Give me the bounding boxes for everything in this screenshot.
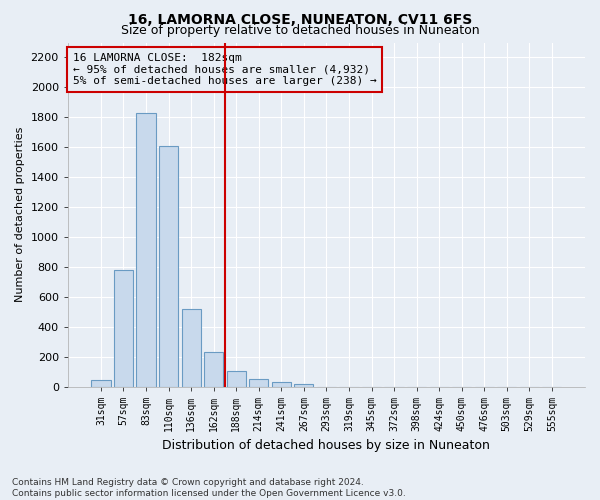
Bar xyxy=(249,380,268,387)
Text: Contains HM Land Registry data © Crown copyright and database right 2024.
Contai: Contains HM Land Registry data © Crown c… xyxy=(12,478,406,498)
Bar xyxy=(272,382,291,387)
Bar xyxy=(114,270,133,387)
Bar xyxy=(91,380,110,387)
Bar xyxy=(294,384,313,387)
Bar xyxy=(159,146,178,387)
Bar xyxy=(227,371,246,387)
Text: 16, LAMORNA CLOSE, NUNEATON, CV11 6FS: 16, LAMORNA CLOSE, NUNEATON, CV11 6FS xyxy=(128,12,472,26)
Bar xyxy=(182,309,201,387)
Y-axis label: Number of detached properties: Number of detached properties xyxy=(15,127,25,302)
Bar xyxy=(136,113,155,387)
Bar xyxy=(204,352,223,387)
Text: 16 LAMORNA CLOSE:  182sqm
← 95% of detached houses are smaller (4,932)
5% of sem: 16 LAMORNA CLOSE: 182sqm ← 95% of detach… xyxy=(73,53,377,86)
X-axis label: Distribution of detached houses by size in Nuneaton: Distribution of detached houses by size … xyxy=(163,440,490,452)
Text: Size of property relative to detached houses in Nuneaton: Size of property relative to detached ho… xyxy=(121,24,479,37)
